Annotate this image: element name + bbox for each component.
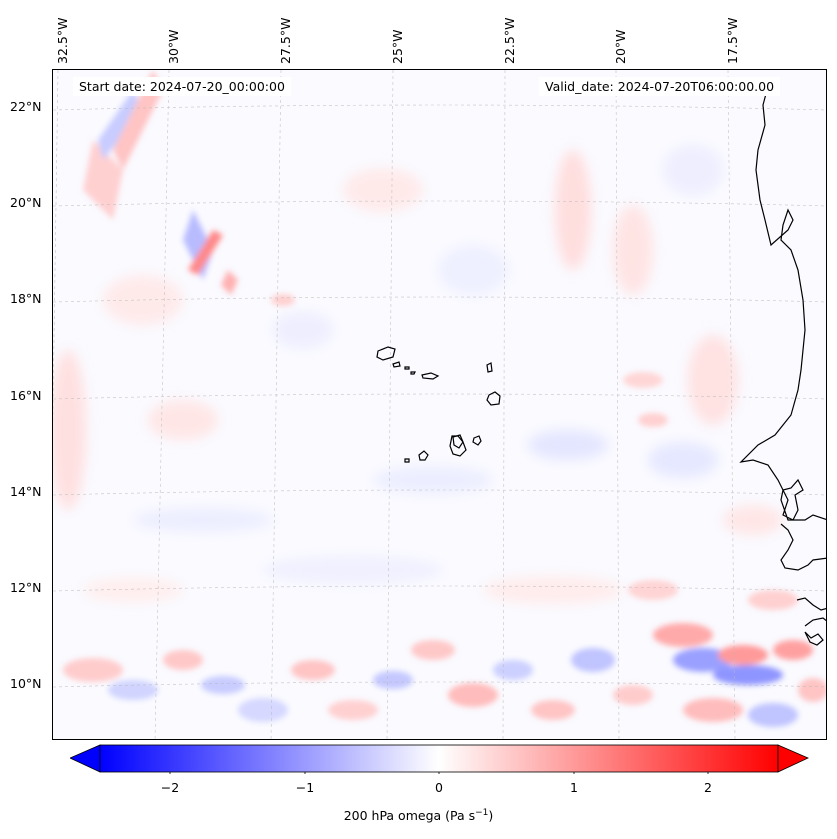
omega-shading-convective-band [63, 580, 826, 727]
lon-label-20w: 20°W [613, 29, 628, 64]
colorbar-label-prefix: 200 hPa omega (Pa s [343, 808, 476, 824]
lon-label-27-5w: 27.5°W [278, 17, 293, 64]
lat-label-16n: 16°N [10, 388, 42, 403]
colorbar-label: 200 hPa omega (Pa s−1) [0, 808, 837, 823]
colorbar-extend-max [777, 744, 809, 773]
west-africa-coastline [739, 89, 826, 646]
valid-date-label: Valid_date: 2024-07-20T06:00:00.00 [539, 77, 781, 96]
lat-label-20n: 20°N [10, 195, 42, 210]
lat-label-18n: 18°N [10, 291, 42, 306]
omega-shading-background [53, 145, 783, 604]
lat-label-12n: 12°N [10, 580, 42, 595]
colorbar-gradient [99, 744, 779, 773]
colorbar-label-suffix: ) [488, 808, 494, 824]
colorbar-tick-neg2: −2 [160, 780, 180, 795]
lon-label-30w: 30°W [166, 29, 181, 64]
lat-label-14n: 14°N [10, 484, 42, 499]
colorbar-extend-min [70, 744, 101, 773]
colorbar [70, 744, 809, 774]
colorbar-tick-neg1: −1 [295, 780, 315, 795]
colorbar-tick-2: 2 [704, 780, 712, 795]
lat-label-10n: 10°N [10, 676, 42, 691]
lat-label-22n: 22°N [10, 99, 42, 114]
lon-label-32-5w: 32.5°W [55, 17, 70, 64]
map-gridlines [53, 70, 826, 739]
lon-label-17-5w: 17.5°W [725, 17, 740, 64]
colorbar-tick-1: 1 [570, 780, 578, 795]
start-date-label: Start date: 2024-07-20_00:00:00 [73, 77, 291, 96]
cape-verde-islands [376, 346, 501, 463]
map-panel [52, 69, 827, 740]
lon-label-22-5w: 22.5°W [502, 17, 517, 64]
colorbar-tick-0: 0 [435, 780, 443, 795]
colorbar-label-exponent: −1 [475, 808, 489, 818]
omega-field-map [53, 70, 826, 739]
lon-label-25w: 25°W [390, 29, 405, 64]
